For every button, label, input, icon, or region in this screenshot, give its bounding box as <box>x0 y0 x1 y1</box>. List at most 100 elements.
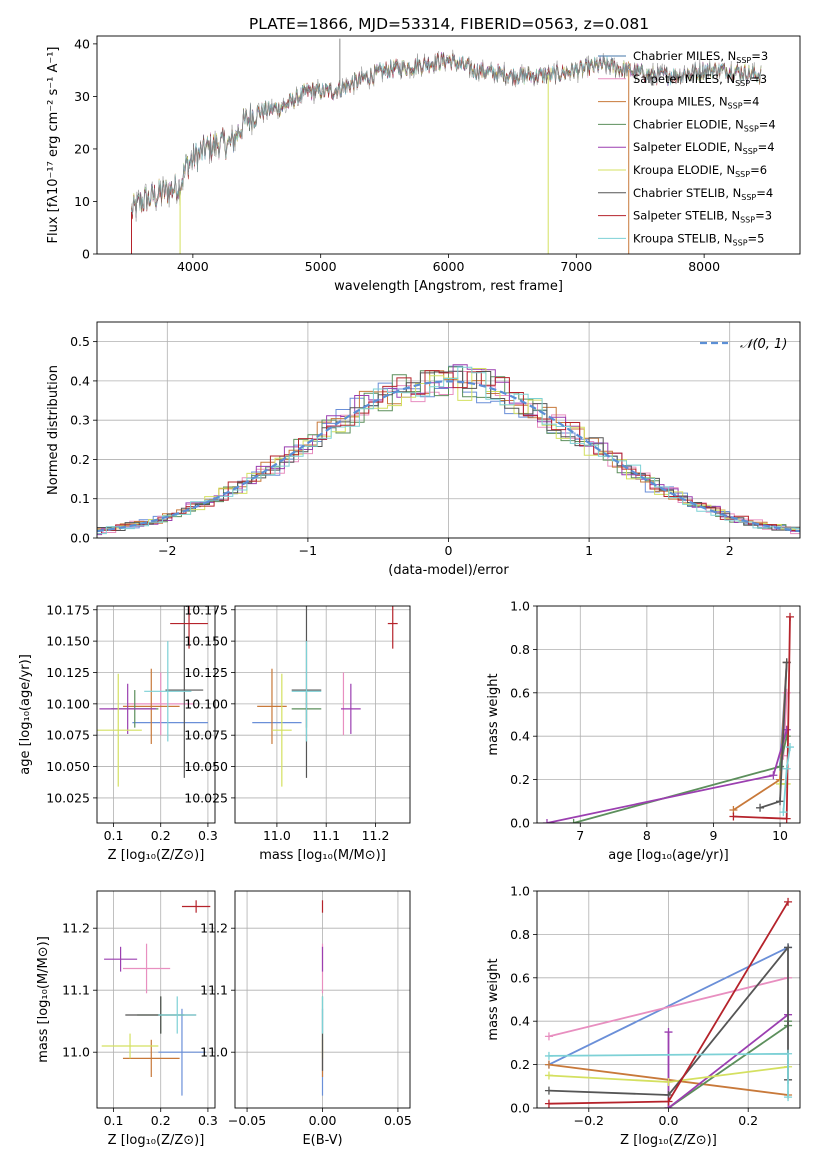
plot-area <box>97 891 215 1108</box>
x-tick-label: 1 <box>585 543 593 558</box>
grid <box>235 606 410 823</box>
point-kroupa_miles <box>122 668 180 744</box>
y-tick-label: 0.0 <box>510 1101 530 1116</box>
legend-label-value: =4 <box>756 186 773 200</box>
y-tick-label: 30 <box>74 89 90 104</box>
x-tick-label: 0.2 <box>151 828 171 843</box>
y-tick-label: 10.025 <box>46 790 90 805</box>
weight-marker-kroupa_miles <box>544 1060 553 1069</box>
histogram-kroupa_stelib <box>97 366 800 535</box>
legend-label-salpeter_miles: Salpeter MILES, NSSP=3 <box>633 72 767 88</box>
panel-spectrum: 4000 5000 6000 7000 8000 0 10 20 30 40 wavelength … <box>46 35 801 294</box>
point-salpeter_stelib <box>170 606 208 649</box>
y-tick-label: 10.125 <box>184 665 228 680</box>
y-axis-label: mass weight <box>486 958 501 1040</box>
weight-marker-chabrier_elodie <box>569 819 578 823</box>
x-tick-label: 11.1 <box>312 828 340 843</box>
point-kroupa_stelib <box>291 641 322 742</box>
weight-marker-chabrier_stelib <box>784 943 793 952</box>
legend-label-main: Chabrier ELODIE, N <box>633 117 744 131</box>
y-tick-label: 0.2 <box>510 1057 530 1072</box>
point-kroupa_stelib <box>158 996 197 1034</box>
legend-label-main: Kroupa STELIB, N <box>633 231 733 245</box>
weight-line-salpeter_miles <box>548 976 789 1038</box>
legend-label-main: Kroupa MILES, N <box>633 95 728 109</box>
y-tick-label: 11.1 <box>62 983 90 998</box>
y-tick-label: 0.3 <box>70 413 90 428</box>
x-tick-label: −1 <box>299 543 317 558</box>
y-axis-label: mass weight <box>486 673 501 755</box>
y-tick-label: 10.075 <box>46 728 90 743</box>
x-axis-label: Z [log₁₀(Z/Z⊙)] <box>108 848 205 863</box>
plot-area <box>97 606 215 823</box>
legend-label-value: =6 <box>750 163 767 177</box>
x-tick-label: 8000 <box>688 259 720 274</box>
axes-frame <box>96 890 216 1109</box>
y-tick-label: 0.1 <box>70 491 90 506</box>
weight-marker-chabrier_stelib <box>756 803 765 812</box>
weight-marker-salpeter_elodie <box>542 819 551 823</box>
weight-marker-kroupa_elodie <box>664 1077 673 1086</box>
legend-label-main: Chabrier STELIB, N <box>633 186 741 200</box>
legend-label-main: Kroupa ELODIE, N <box>633 163 735 177</box>
weight-marker-salpeter_stelib <box>729 812 738 821</box>
y-tick-label: 0.6 <box>510 970 530 985</box>
y-tick-label: 10.125 <box>46 665 90 680</box>
plot-area <box>97 322 800 538</box>
x-axis-label: wavelength [Angstrom, rest frame] <box>334 279 563 294</box>
grid <box>537 606 800 823</box>
legend-label-chabrier_elodie: Chabrier ELODIE, NSSP=4 <box>633 117 776 133</box>
weight-marker-kroupa_stelib <box>782 764 791 773</box>
y-tick-label: 0.4 <box>510 1014 530 1029</box>
point-salpeter_stelib <box>387 606 398 649</box>
legend-label-sub: SSP <box>744 124 759 133</box>
legend-label-sub: SSP <box>741 193 756 202</box>
x-tick-label: −0.05 <box>228 1113 266 1128</box>
point-salpeter_miles <box>127 672 194 736</box>
x-tick-label: 0 <box>445 543 453 558</box>
legend-label-main: Salpeter STELIB, N <box>633 209 740 223</box>
panel-weight_vs_age: 7 8 9 10 0.0 0.2 0.4 0.6 0.8 1.0 age [log₁₀(age/yr… <box>486 599 801 863</box>
y-axis-label: Normed distribution <box>46 365 61 495</box>
plot-area <box>537 606 800 823</box>
y-tick-label: 1.0 <box>510 599 530 614</box>
legend-label-main: Salpeter ELODIE, N <box>633 140 743 154</box>
axes-frame <box>96 605 216 824</box>
legend-label-sub: SSP <box>735 170 750 179</box>
y-axis-label: age [log₁₀(age/yr)] <box>18 654 33 775</box>
x-tick-label: 0.00 <box>309 1113 337 1128</box>
legend-label-value: =3 <box>750 72 767 86</box>
y-tick-label: 0.2 <box>510 772 530 787</box>
x-tick-label: 2 <box>726 543 734 558</box>
weight-marker-kroupa_stelib <box>784 1049 793 1058</box>
x-axis-label: Z [log₁₀(Z/Z⊙)] <box>620 1133 717 1148</box>
y-tick-label: 10 <box>74 194 90 209</box>
weight-marker-salpeter_stelib <box>664 1097 673 1106</box>
x-tick-label: 0.1 <box>104 1113 124 1128</box>
spectrum-data-line <box>131 49 762 222</box>
histogram-chabrier_stelib <box>97 370 800 532</box>
point-salpeter_elodie <box>99 683 156 734</box>
x-axis-label: (data-model)/error <box>388 563 509 578</box>
legend-label-sub: SSP <box>743 147 758 156</box>
x-tick-label: 9 <box>709 828 717 843</box>
y-tick-label: 11.1 <box>200 983 228 998</box>
charts: 4000 5000 6000 7000 8000010203040wavelength … <box>18 35 801 1148</box>
y-tick-label: 10.050 <box>184 759 228 774</box>
x-tick-label: 11.2 <box>362 828 390 843</box>
panel-weight_vs_Z: −0.2 0.0 0.2 0.0 0.2 0.4 0.6 0.8 1.0 Z [log₁₀(Z/Z… <box>486 884 801 1148</box>
y-tick-label: 0.5 <box>70 334 90 349</box>
y-tick-label: 0.0 <box>510 816 530 831</box>
x-tick-label: −0.2 <box>574 1113 604 1128</box>
legend-label-value: =5 <box>748 231 765 245</box>
weight-marker-chabrier_elodie <box>776 762 785 771</box>
weight-marker-salpeter_elodie <box>769 771 778 780</box>
x-tick-label: 0.0 <box>659 1113 679 1128</box>
legend-label-sub: SSP <box>733 238 748 247</box>
y-tick-label: 11.0 <box>200 1045 228 1060</box>
y-tick-label: 40 <box>74 36 90 51</box>
legend-label-main: Chabrier MILES, N <box>633 49 736 63</box>
legend-label-kroupa_stelib: Kroupa STELIB, NSSP=5 <box>633 231 764 247</box>
legend-label-sub: SSP <box>735 79 750 88</box>
y-tick-label: 0.4 <box>70 373 90 388</box>
